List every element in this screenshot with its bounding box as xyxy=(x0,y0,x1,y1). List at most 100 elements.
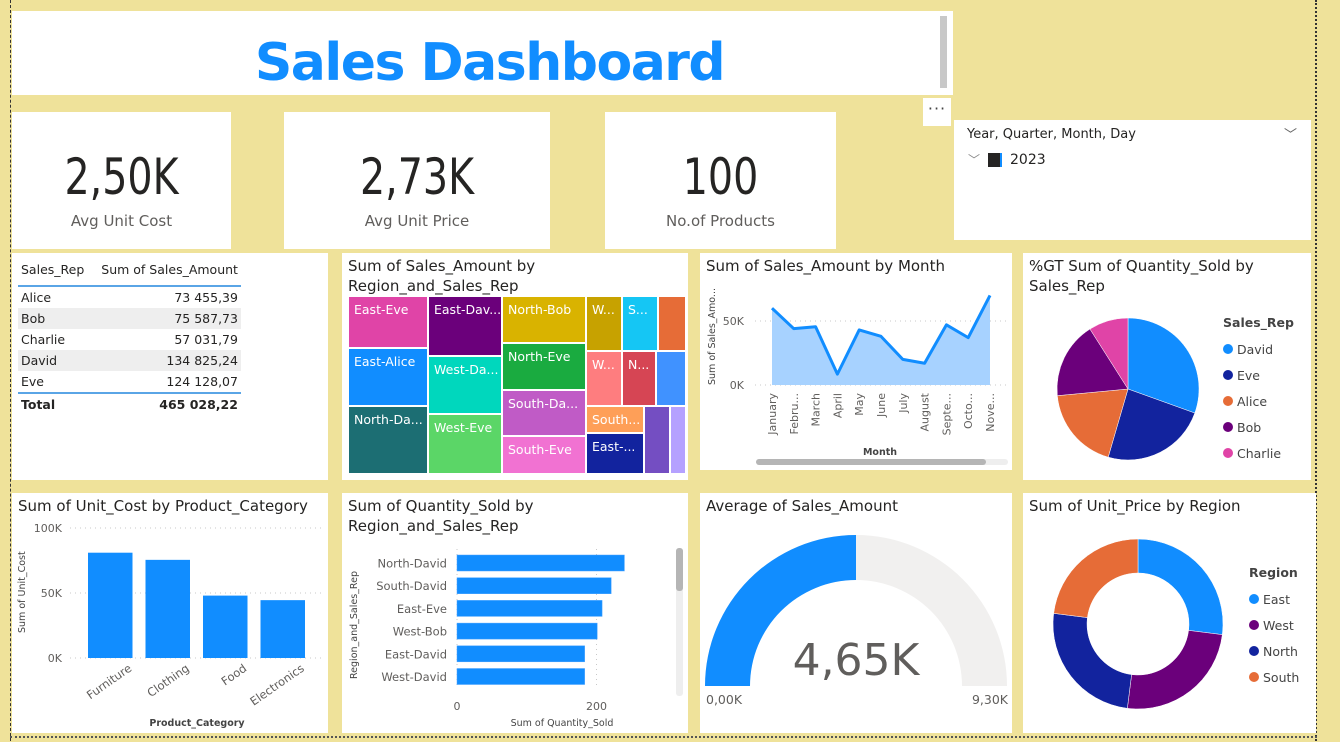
horizontal-scrollbar[interactable] xyxy=(756,459,986,465)
pie-legend: Sales_Rep David Eve Alice Bob Charlie xyxy=(1223,315,1294,466)
legend-dot-icon xyxy=(1223,370,1233,380)
x-tick-label: Food xyxy=(219,661,250,688)
line-chart-card[interactable]: Sum of Sales_Amount by Month 0K 50K Januar… xyxy=(700,253,1012,470)
hbar-chart-card[interactable]: Sum of Quantity_Sold by Region_and_Sales… xyxy=(342,493,688,733)
treemap-cell[interactable]: South... xyxy=(586,406,644,433)
table-row[interactable]: David 134 825,24 xyxy=(18,350,241,371)
treemap-cell[interactable]: East-Eve xyxy=(348,296,428,348)
treemap-cell[interactable]: West-Da... xyxy=(428,356,502,414)
legend-item[interactable]: East xyxy=(1249,586,1299,612)
y-tick-label: South-David xyxy=(376,579,447,593)
kpi-label: Avg Unit Price xyxy=(364,212,470,230)
slice-alice[interactable] xyxy=(1057,388,1129,458)
treemap-cell[interactable]: W... xyxy=(586,351,622,406)
legend-dot-icon xyxy=(1223,448,1233,458)
legend-item[interactable]: David xyxy=(1223,336,1294,362)
cell-rep: David xyxy=(18,350,88,371)
x-axis-title: Month xyxy=(863,447,897,458)
legend-item[interactable]: West xyxy=(1249,612,1299,638)
slice-west[interactable] xyxy=(1127,630,1223,710)
slice-north[interactable] xyxy=(1052,613,1132,709)
vertical-scrollbar[interactable] xyxy=(676,548,683,591)
x-tick-label: Electronics xyxy=(247,661,306,708)
treemap-cell[interactable]: East-... xyxy=(586,433,644,474)
legend-item[interactable]: Eve xyxy=(1223,362,1294,388)
table-row[interactable]: Charlie 57 031,79 xyxy=(18,329,241,350)
treemap-cell[interactable]: West-Eve xyxy=(428,414,502,474)
kpi-label: No.of Products xyxy=(666,212,775,230)
donut-chart xyxy=(1052,538,1224,710)
slice-charlie[interactable] xyxy=(1089,317,1129,390)
treemap-cell[interactable]: East-Dav... xyxy=(428,296,502,356)
treemap-cell[interactable] xyxy=(670,406,686,474)
chevron-down-icon[interactable]: ﹀ xyxy=(1284,128,1298,143)
kpi-card-avg-unit-price[interactable]: 2,73K Avg Unit Price xyxy=(284,112,550,249)
treemap-cell[interactable]: W... xyxy=(586,296,622,351)
bar-chart: 0K 50K 100K Furniture Clothing FoodElectronic… xyxy=(17,522,324,729)
x-tick-label: June xyxy=(875,393,888,418)
treemap-cell[interactable] xyxy=(656,351,686,406)
x-tick-label: Furniture xyxy=(84,661,134,702)
cell-amount: 73 455,39 xyxy=(174,290,238,305)
legend-dot-icon xyxy=(1249,620,1259,630)
gauge-min-label: 0,00K xyxy=(706,692,743,707)
pie-chart-title: %GT Sum of Quantity_Sold by Sales_Rep xyxy=(1029,257,1254,295)
table-row[interactable]: Bob 75 587,73 xyxy=(18,308,241,329)
cell-amount: 134 825,24 xyxy=(87,350,241,371)
date-slicer[interactable]: Year, Quarter, Month, Day ﹀ ﹀ 2023 xyxy=(954,120,1311,240)
y-tick-label: 50K xyxy=(723,315,745,328)
y-tick-label: East-David xyxy=(385,647,447,661)
slice-east[interactable] xyxy=(1137,538,1224,635)
legend-item[interactable]: Bob xyxy=(1223,414,1294,440)
sales-rep-table[interactable]: Sales_Rep Sum of Sales_Amount Alice 73 45… xyxy=(12,253,328,480)
table-row[interactable]: Eve 124 128,07 xyxy=(18,371,241,393)
treemap-cell[interactable]: North-Bob xyxy=(502,296,586,343)
bar xyxy=(203,595,248,658)
treemap-cell[interactable]: North-Eve xyxy=(502,343,586,390)
column-header-sum-sales[interactable]: Sum of Sales_Amount xyxy=(87,260,241,287)
gauge-card[interactable]: Average of Sales_Amount 4,65K 0,00K 9,30K xyxy=(700,493,1012,733)
legend-dot-icon xyxy=(1223,396,1233,406)
treemap: East-Eve East-Alice North-Da... East-Dav...… xyxy=(348,296,686,474)
donut-chart-title: Sum of Unit_Price by Region xyxy=(1029,497,1241,515)
treemap-cell[interactable]: East-Alice xyxy=(348,348,428,406)
legend-label: South xyxy=(1263,669,1300,685)
treemap-cell[interactable] xyxy=(644,406,670,474)
treemap-cell[interactable]: South-Eve xyxy=(502,436,586,474)
column-header-sales-rep[interactable]: Sales_Rep xyxy=(18,260,88,287)
checkbox[interactable] xyxy=(988,152,1003,167)
treemap-card[interactable]: Sum of Sales_Amount by Region_and_Sales_… xyxy=(342,253,688,480)
treemap-cell[interactable]: North-Da... xyxy=(348,406,428,474)
slicer-title: Year, Quarter, Month, Day xyxy=(967,127,1136,142)
kpi-card-avg-unit-cost[interactable]: 2,50K Avg Unit Cost xyxy=(12,112,231,249)
kpi-value: 2,50K xyxy=(64,148,179,206)
legend-item[interactable]: South xyxy=(1249,664,1299,690)
legend-dot-icon xyxy=(1249,594,1259,604)
more-options-button[interactable]: ··· xyxy=(923,98,951,126)
treemap-cell[interactable]: S... xyxy=(622,296,658,351)
slice-david[interactable] xyxy=(1127,317,1200,414)
expand-chevron-icon[interactable]: ﹀ xyxy=(968,153,981,167)
bar xyxy=(260,600,305,658)
kpi-card-no-of-products[interactable]: 100 No.of Products xyxy=(605,112,836,249)
treemap-cell[interactable]: South-Da... xyxy=(502,390,586,436)
slice-bob[interactable] xyxy=(1056,328,1129,396)
pie-chart-card[interactable]: %GT Sum of Quantity_Sold by Sales_Rep Sa… xyxy=(1023,253,1311,480)
title-scrollbar[interactable] xyxy=(940,16,947,88)
bar xyxy=(456,622,598,640)
slicer-item-2023[interactable]: ﹀ 2023 xyxy=(968,151,1046,168)
legend-item[interactable]: Charlie xyxy=(1223,440,1294,466)
bar-chart-card[interactable]: Sum of Unit_Cost by Product_Category 0K 5… xyxy=(12,493,328,733)
treemap-cell[interactable]: N... xyxy=(622,351,656,406)
legend-label: Bob xyxy=(1237,419,1262,435)
donut-chart-card[interactable]: Sum of Unit_Price by Region Region East We… xyxy=(1023,493,1316,733)
legend-item[interactable]: North xyxy=(1249,638,1299,664)
table: Sales_Rep Sum of Sales_Amount Alice 73 45… xyxy=(18,260,241,415)
legend-item[interactable]: Alice xyxy=(1223,388,1294,414)
slice-south[interactable] xyxy=(1053,538,1139,618)
table-row[interactable]: Alice 73 455,39 xyxy=(18,286,241,308)
treemap-cell[interactable] xyxy=(658,296,686,351)
legend-dot-icon xyxy=(1249,672,1259,682)
bar xyxy=(456,600,603,617)
slice-eve[interactable] xyxy=(1107,388,1196,461)
